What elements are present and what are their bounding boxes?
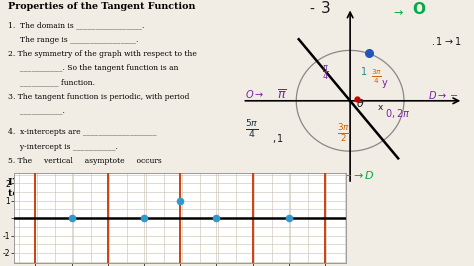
Text: The range is _________________.: The range is _________________. bbox=[20, 36, 138, 44]
Text: 3. The tangent function is periodic, with period: 3. The tangent function is periodic, wit… bbox=[8, 93, 189, 101]
Text: $\rightarrow$: $\rightarrow$ bbox=[391, 7, 403, 17]
Text: $-\rightarrow D$: $-\rightarrow D$ bbox=[342, 169, 375, 181]
Text: y: y bbox=[382, 78, 387, 88]
Text: $0,2\pi$: $0,2\pi$ bbox=[385, 107, 410, 120]
Text: $\overline{\pi}$: $\overline{\pi}$ bbox=[277, 89, 287, 102]
Text: 5. The     vertical     asymptote     occurs: 5. The vertical asymptote occurs bbox=[8, 157, 161, 165]
Text: $O\rightarrow$: $O\rightarrow$ bbox=[245, 88, 264, 100]
Text: __________ function.: __________ function. bbox=[8, 78, 94, 86]
Text: ___________.: ___________. bbox=[8, 107, 64, 115]
Text: $\frac{5\pi}{4}$: $\frac{5\pi}{4}$ bbox=[245, 119, 259, 141]
Text: 1.  The domain is _________________.: 1. The domain is _________________. bbox=[8, 21, 144, 29]
Text: $\theta$: $\theta$ bbox=[356, 97, 364, 109]
Text: $\frac{\pi}{4}$: $\frac{\pi}{4}$ bbox=[322, 63, 329, 82]
Text: $3$: $3$ bbox=[320, 0, 331, 16]
Text: $.1\rightarrow 1$: $.1\rightarrow 1$ bbox=[431, 35, 461, 47]
Text: O: O bbox=[412, 2, 425, 17]
Text: -: - bbox=[310, 3, 315, 17]
Text: $D\rightarrow -$: $D\rightarrow -$ bbox=[428, 89, 459, 101]
Text: IV. Graphing Cotangent function according
to the video: IV. Graphing Cotangent function accordin… bbox=[8, 178, 243, 198]
Text: $\frac{3\pi}{2}$: $\frac{3\pi}{2}$ bbox=[337, 123, 350, 144]
Text: $\frac{3\pi}{4}$: $\frac{3\pi}{4}$ bbox=[371, 67, 382, 86]
Text: at___________________________: at___________________________ bbox=[8, 171, 132, 179]
Text: 1: 1 bbox=[361, 66, 367, 77]
Text: 2. The symmetry of the graph with respect to the: 2. The symmetry of the graph with respec… bbox=[8, 50, 196, 58]
Text: y-intercept is ___________.: y-intercept is ___________. bbox=[8, 143, 118, 151]
Text: x: x bbox=[378, 103, 383, 112]
Text: $,1$: $,1$ bbox=[272, 132, 284, 145]
Text: ___________. So the tangent function is an: ___________. So the tangent function is … bbox=[8, 64, 178, 72]
Text: Properties of the Tangent Function: Properties of the Tangent Function bbox=[8, 2, 195, 11]
Text: 4.  x-intercepts are ___________________: 4. x-intercepts are ___________________ bbox=[8, 128, 156, 136]
